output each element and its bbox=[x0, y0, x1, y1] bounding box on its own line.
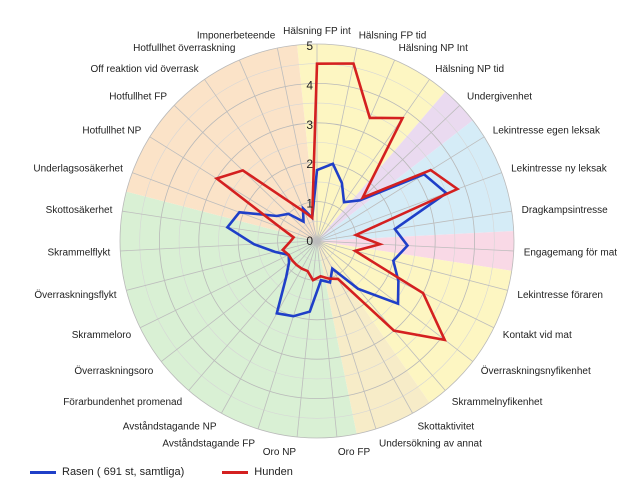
grid-spoke-25 bbox=[132, 172, 318, 242]
tick-label-4: 4 bbox=[306, 78, 313, 92]
grid-spoke-12 bbox=[316, 240, 446, 391]
sector-0 bbox=[297, 44, 446, 242]
grid-spoke-23 bbox=[120, 240, 318, 252]
category-label: Skrammeloro bbox=[72, 330, 132, 341]
category-label: Hälsning NP Int bbox=[399, 43, 469, 54]
grid-spoke-10 bbox=[316, 240, 495, 329]
category-label: Undersökning av annat bbox=[379, 438, 482, 449]
category-labels: Hälsning FP int Hälsning FP tid Hälsning N… bbox=[33, 26, 617, 458]
category-label: Skrammelflykt bbox=[48, 248, 111, 259]
category-label: Hälsning FP tid bbox=[359, 30, 427, 41]
category-label: Avståndstagande FP bbox=[162, 437, 255, 449]
tick-label-1: 1 bbox=[306, 197, 313, 211]
sector-3 bbox=[317, 231, 514, 271]
category-label: Lekintresse föraren bbox=[517, 290, 603, 301]
data-series bbox=[213, 62, 461, 342]
category-label: Kontakt vid mat bbox=[503, 330, 572, 341]
category-label: Off reaktion vid överrask bbox=[90, 64, 199, 75]
grid-spoke-22 bbox=[126, 240, 318, 291]
category-label: Skottaktivitet bbox=[418, 422, 475, 433]
legend-item-hunden: Hunden bbox=[222, 466, 293, 478]
grid-spoke-19 bbox=[188, 240, 318, 391]
legend-swatch-hunden bbox=[222, 470, 249, 474]
series-line-1 bbox=[213, 62, 461, 342]
grid-spoke-8 bbox=[316, 240, 514, 252]
sector-7 bbox=[126, 45, 317, 241]
category-label: Oro FP bbox=[338, 447, 371, 458]
category-label: Överraskningsflykt bbox=[34, 289, 116, 301]
radial-tick-labels: 0 1 2 3 4 5 bbox=[306, 39, 313, 248]
category-label: Hotfullhet NP bbox=[82, 125, 141, 136]
series-line-0 bbox=[225, 162, 449, 318]
tick-label-2: 2 bbox=[306, 157, 313, 171]
category-label: Förarbundenhet promenad bbox=[63, 397, 182, 408]
sector-6 bbox=[120, 191, 357, 438]
grid-spoke-28 bbox=[204, 79, 318, 242]
legend-label-rasen: Rasen ( 691 st, samtliga) bbox=[62, 466, 185, 478]
category-label: Hälsning FP int bbox=[283, 26, 351, 37]
category-label: Engagemang för mat bbox=[524, 248, 618, 259]
legend-item-rasen: Rasen ( 691 st, samtliga) bbox=[30, 466, 184, 478]
category-label: Hotfullhet överraskning bbox=[133, 43, 235, 54]
category-label: Lekintresse ny leksak bbox=[511, 164, 608, 175]
legend-label-hunden: Hunden bbox=[254, 466, 293, 478]
category-label: Imponerbeteende bbox=[197, 30, 276, 41]
grid-spoke-3 bbox=[316, 79, 430, 242]
legend-swatch-rasen bbox=[30, 470, 56, 474]
tick-label-0: 0 bbox=[306, 234, 313, 248]
grid-spoke-14 bbox=[316, 240, 377, 430]
grid-spoke-2 bbox=[316, 59, 396, 242]
grid-spoke-1 bbox=[316, 47, 358, 242]
legend: Rasen ( 691 st, samtliga) Hunden bbox=[30, 466, 331, 478]
grid bbox=[119, 43, 515, 439]
sector-5 bbox=[317, 241, 430, 434]
category-label: Skottosäkerhet bbox=[46, 205, 113, 216]
category-label: Oro NP bbox=[263, 447, 297, 458]
tick-label-3: 3 bbox=[306, 118, 313, 132]
category-label: Undergivenhet bbox=[467, 92, 532, 103]
tick-label-5: 5 bbox=[306, 39, 313, 53]
sector-4 bbox=[317, 241, 512, 403]
category-label: Överraskningsnyfikenhet bbox=[481, 365, 591, 377]
grid-spoke-9 bbox=[316, 240, 508, 291]
grid-spoke-30 bbox=[276, 47, 318, 242]
category-label: Lekintresse egen leksak bbox=[493, 125, 601, 136]
category-label: Överraskningsoro bbox=[74, 365, 153, 377]
grid-spoke-20 bbox=[160, 240, 318, 362]
grid-spoke-16 bbox=[296, 240, 318, 438]
category-label: Avståndstagande NP bbox=[123, 421, 217, 433]
category-label: Skrammelnyfikenhet bbox=[452, 397, 543, 408]
grid-spoke-5 bbox=[316, 136, 485, 242]
grid-spoke-4 bbox=[316, 104, 461, 242]
grid-spoke-15 bbox=[316, 240, 338, 438]
sector-2 bbox=[317, 120, 514, 241]
category-label: Dragkampsintresse bbox=[522, 205, 609, 216]
category-label: Underlagsosäkerhet bbox=[33, 164, 123, 175]
grid-spoke-6 bbox=[316, 172, 502, 242]
grid-spoke-7 bbox=[316, 210, 512, 242]
category-label: Hälsning NP tid bbox=[435, 64, 504, 75]
grid-spoke-26 bbox=[149, 136, 318, 242]
category-label: Hotfullhet FP bbox=[109, 92, 167, 103]
grid-spoke-24 bbox=[122, 210, 318, 242]
